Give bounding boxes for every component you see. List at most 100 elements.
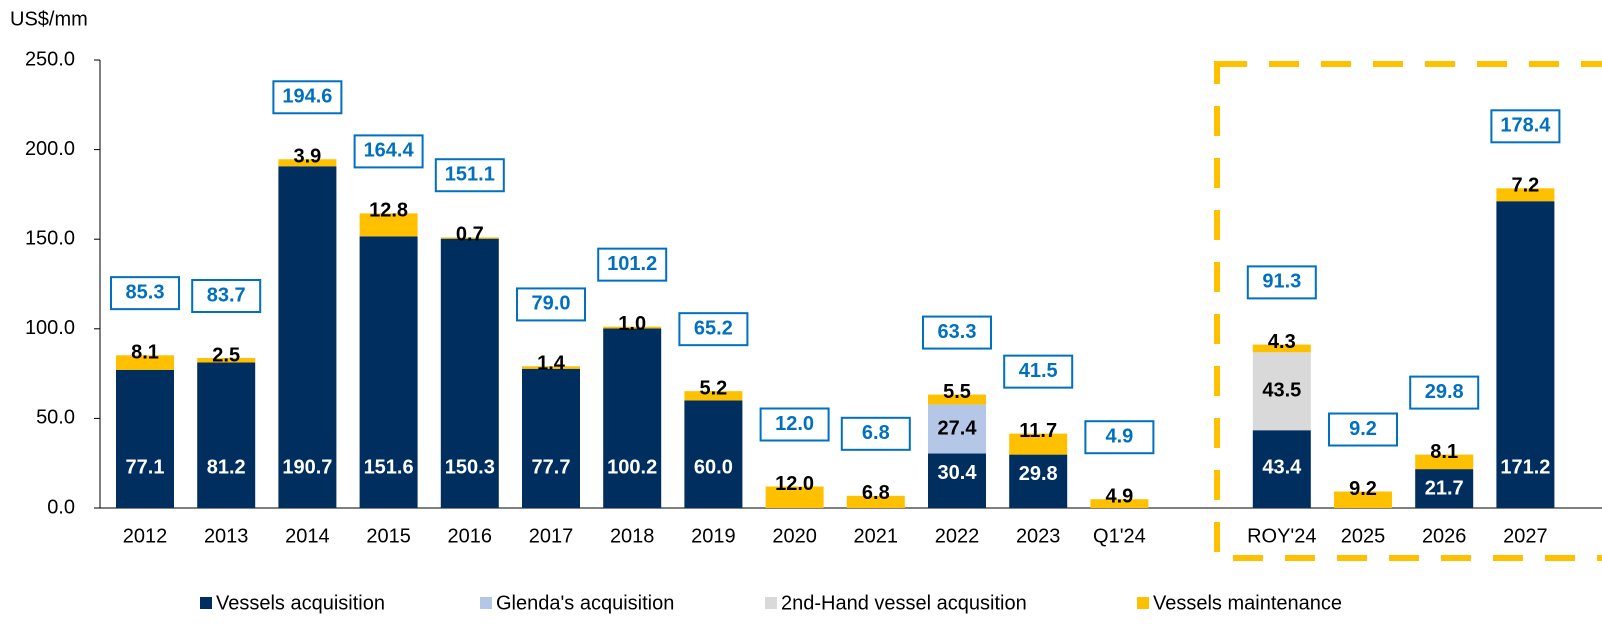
data-label: 6.8	[862, 482, 890, 504]
bar-segment	[440, 238, 499, 508]
data-label: 27.4	[938, 417, 978, 439]
legend-swatch	[1137, 597, 1149, 609]
bar-segment	[684, 391, 743, 401]
data-label: 30.4	[938, 462, 978, 484]
total-label: 91.3	[1262, 271, 1301, 293]
x-tick-label: 2027	[1503, 525, 1548, 547]
bar-segment	[522, 368, 580, 508]
bar-segment	[765, 486, 824, 508]
bar-segment	[278, 159, 337, 167]
total-box	[678, 312, 749, 347]
x-tick-label: 2021	[854, 525, 899, 547]
data-label: 3.9	[293, 146, 321, 168]
bar-segment	[684, 400, 743, 508]
bar-segment	[846, 495, 905, 508]
total-label: 6.8	[862, 422, 890, 444]
data-label: 43.4	[1262, 456, 1302, 478]
bar-segment	[1334, 491, 1392, 508]
bar-segment	[116, 369, 174, 508]
data-label: 171.2	[1500, 456, 1550, 478]
data-label: 11.7	[1019, 420, 1057, 442]
legend-swatch	[480, 597, 492, 609]
forecast-highlight	[1214, 61, 1602, 561]
total-label: 41.5	[1019, 360, 1058, 382]
data-label: 1.0	[618, 313, 646, 335]
total-label: 151.1	[445, 164, 495, 186]
data-label: 8.1	[1430, 441, 1458, 463]
bar-segment	[928, 453, 986, 508]
legend-swatch	[200, 597, 212, 609]
bar-segment	[359, 213, 418, 237]
x-tick-label: 2025	[1341, 525, 1386, 547]
bar-segment	[1252, 344, 1311, 353]
data-label: 2.5	[212, 344, 240, 366]
legend-label: 2nd-Hand vessel acqusition	[781, 592, 1027, 614]
bar-segment	[603, 326, 662, 329]
data-label: 77.7	[532, 456, 571, 478]
data-label: 4.3	[1268, 331, 1296, 353]
data-label: 29.8	[1019, 463, 1058, 485]
total-box	[1084, 420, 1155, 455]
data-label: 77.1	[126, 456, 165, 478]
total-box	[922, 315, 992, 350]
total-label: 65.2	[694, 317, 733, 339]
data-label: 43.5	[1262, 380, 1301, 402]
total-box	[1409, 375, 1480, 410]
total-label: 85.3	[126, 281, 165, 303]
data-label: 12.0	[775, 473, 814, 495]
total-box	[191, 279, 262, 314]
total-label: 29.8	[1425, 381, 1464, 403]
total-box	[434, 158, 505, 193]
x-tick-label: 2014	[285, 525, 330, 547]
data-label: 9.2	[1349, 478, 1377, 500]
total-box	[840, 416, 911, 451]
total-box	[1246, 265, 1317, 300]
total-label: 63.3	[938, 321, 977, 343]
bar-segment	[928, 404, 986, 454]
y-tick-label: 250.0	[25, 48, 75, 70]
bar-segment	[522, 366, 580, 369]
bar-segment	[197, 362, 256, 508]
data-label: 5.2	[699, 377, 727, 399]
bar-segment	[278, 166, 337, 508]
data-label: 5.5	[943, 381, 971, 403]
legend-label: Glenda's acquisition	[496, 592, 674, 614]
bar-segment	[440, 237, 499, 239]
y-axis-label: US$/mm	[10, 8, 88, 30]
x-tick-label: 2026	[1422, 525, 1467, 547]
x-tick-label: 2012	[123, 525, 168, 547]
total-label: 9.2	[1349, 418, 1377, 440]
bar-segment	[1415, 469, 1474, 508]
legend-label: Vessels acquisition	[216, 592, 385, 614]
data-label: 150.3	[445, 456, 495, 478]
total-label: 178.4	[1500, 115, 1551, 137]
data-label: 12.8	[369, 200, 408, 222]
total-box	[759, 407, 830, 442]
data-label: 4.9	[1105, 486, 1133, 508]
data-label: 7.2	[1511, 175, 1539, 197]
x-tick-label: 2023	[1016, 525, 1061, 547]
total-label: 12.0	[775, 413, 814, 435]
x-tick-label: 2013	[204, 525, 249, 547]
y-tick-label: 0.0	[47, 496, 75, 518]
bar-segment	[1009, 454, 1068, 508]
bar-segment	[1496, 188, 1555, 202]
x-tick-label: 2022	[935, 525, 980, 547]
data-label: 151.6	[364, 456, 414, 478]
x-tick-label: 2017	[529, 525, 574, 547]
x-tick-label: 2020	[772, 525, 817, 547]
total-box	[1490, 109, 1561, 144]
total-label: 194.6	[282, 86, 332, 108]
y-tick-label: 150.0	[25, 227, 75, 249]
y-tick-label: 50.0	[36, 407, 75, 429]
total-box	[597, 247, 668, 282]
x-tick-label: 2016	[448, 525, 493, 547]
legend-label: Vessels maintenance	[1153, 592, 1342, 614]
total-label: 83.7	[207, 284, 246, 306]
bar-segment	[1496, 201, 1555, 508]
bar-segment	[359, 236, 418, 508]
total-box	[1328, 412, 1398, 447]
data-label: 0.7	[456, 224, 484, 246]
total-label: 79.0	[532, 293, 571, 315]
